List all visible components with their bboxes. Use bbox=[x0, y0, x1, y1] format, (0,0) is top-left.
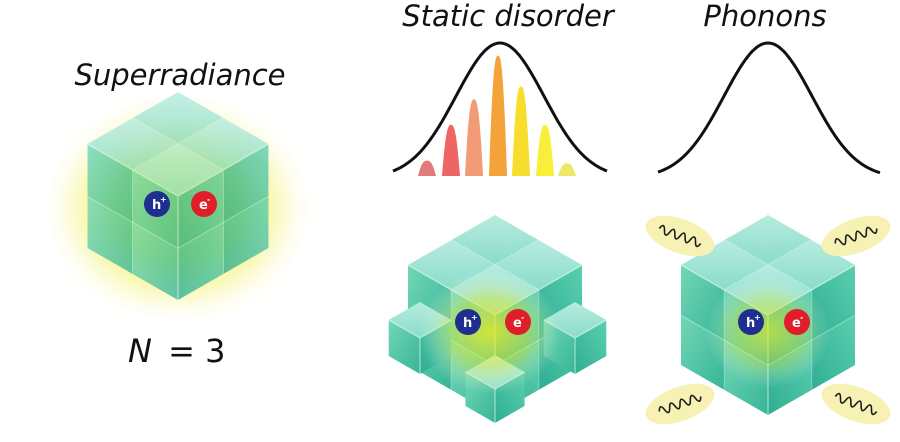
electron-particle: e - bbox=[191, 191, 217, 217]
hole-particle: h + bbox=[144, 191, 170, 217]
phonon-wiggle bbox=[645, 383, 715, 425]
electron-particle: e - bbox=[784, 309, 810, 335]
disorder-peaks bbox=[418, 55, 576, 176]
phonon-envelope-curve bbox=[657, 41, 881, 175]
cube-cluster-superradiance bbox=[87, 92, 269, 300]
disorder-peak bbox=[465, 99, 483, 176]
svg-text:-: - bbox=[207, 195, 210, 204]
size-label: N = 3 bbox=[128, 332, 225, 370]
svg-text:e: e bbox=[792, 316, 801, 331]
particles-static-disorder: h + e - bbox=[455, 309, 531, 335]
svg-text:-: - bbox=[800, 313, 803, 322]
particles-superradiance: h + e - bbox=[144, 191, 217, 217]
phonon-wiggle bbox=[645, 215, 715, 257]
size-label-value: 3 bbox=[205, 332, 225, 370]
disorder-envelope-curve bbox=[392, 41, 608, 173]
svg-text:-: - bbox=[521, 313, 524, 322]
title-static-disorder: Static disorder bbox=[402, 0, 616, 33]
disorder-peak bbox=[512, 86, 530, 176]
hole-particle: h + bbox=[738, 309, 764, 335]
disorder-peak bbox=[442, 124, 460, 176]
size-label-equals: = bbox=[168, 332, 195, 370]
disorder-peak bbox=[536, 124, 554, 176]
title-superradiance: Superradiance bbox=[74, 58, 285, 92]
particles-phonons: h + e - bbox=[738, 309, 810, 335]
static-disorder-distribution bbox=[392, 41, 608, 176]
svg-text:e: e bbox=[513, 316, 522, 331]
svg-text:h: h bbox=[746, 316, 755, 331]
disorder-peak bbox=[489, 55, 507, 176]
size-label-symbol: N bbox=[128, 332, 152, 370]
svg-text:+: + bbox=[754, 313, 761, 322]
static-disorder-glow bbox=[420, 270, 560, 394]
svg-text:+: + bbox=[160, 195, 167, 204]
hole-particle: h + bbox=[455, 309, 481, 335]
svg-text:h: h bbox=[152, 198, 161, 213]
svg-text:h: h bbox=[463, 316, 472, 331]
phonon-wiggle bbox=[821, 383, 891, 425]
disorder-peak bbox=[558, 163, 576, 176]
phonons-glow bbox=[706, 276, 830, 388]
disorder-peak bbox=[418, 160, 436, 176]
phonon-wiggles bbox=[645, 215, 891, 425]
electron-particle: e - bbox=[505, 309, 531, 335]
title-phonons: Phonons bbox=[703, 0, 826, 33]
phonon-wiggle bbox=[821, 215, 891, 257]
svg-text:e: e bbox=[199, 198, 208, 213]
svg-text:+: + bbox=[471, 313, 478, 322]
